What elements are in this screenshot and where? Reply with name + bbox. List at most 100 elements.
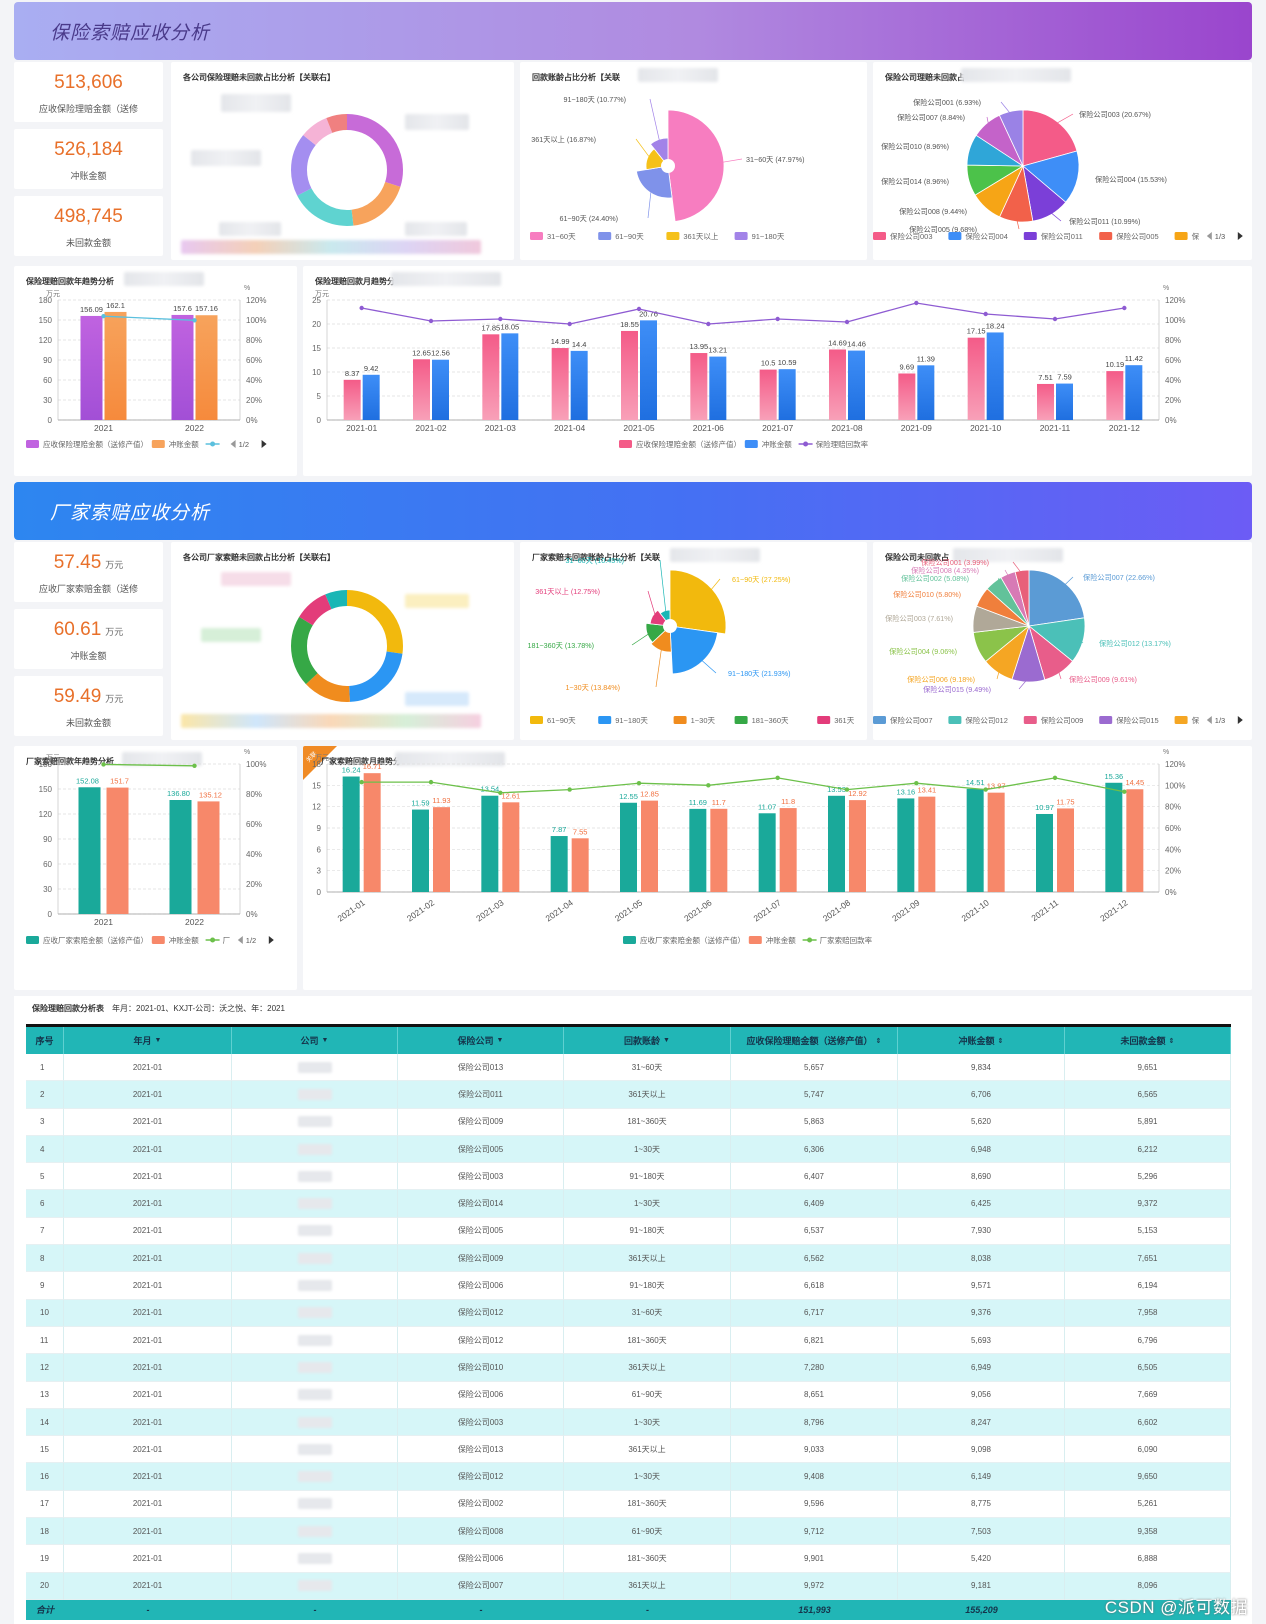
legend-item[interactable]: 31~60天 bbox=[547, 232, 576, 241]
legend-item[interactable]: 保 bbox=[1192, 716, 1200, 725]
bar[interactable] bbox=[342, 776, 360, 892]
legend-item[interactable]: 保险公司003 bbox=[890, 231, 933, 241]
donut-chart[interactable] bbox=[291, 114, 403, 226]
legend-next-icon[interactable] bbox=[1237, 232, 1243, 240]
rate-point[interactable] bbox=[1122, 789, 1127, 794]
bar[interactable] bbox=[1105, 782, 1123, 892]
legend-prev-icon[interactable] bbox=[230, 440, 236, 448]
bar[interactable] bbox=[848, 350, 865, 420]
bar[interactable] bbox=[413, 359, 430, 420]
table-row[interactable]: 7 2021-01 保险公司005 91~180天 6,537 7,930 5,153 bbox=[26, 1217, 1231, 1246]
column-header[interactable]: 冲账金额 ⇕ bbox=[898, 1027, 1065, 1054]
rate-point[interactable] bbox=[567, 787, 572, 792]
bar[interactable] bbox=[778, 369, 796, 420]
column-header[interactable]: 公司 ▼ bbox=[232, 1027, 398, 1054]
legend-item[interactable]: 冲账金额 bbox=[169, 935, 199, 945]
pie-slice[interactable] bbox=[650, 625, 672, 653]
legend-item[interactable]: 冲账金额 bbox=[169, 439, 199, 449]
year-trend-chart[interactable]: 万元% 0 30 60 90 120 150 180 0% 20% 40% 60% 80% 100% 120… bbox=[14, 266, 297, 476]
bar[interactable] bbox=[897, 798, 915, 892]
rate-point[interactable] bbox=[706, 783, 711, 788]
legend-next-icon[interactable] bbox=[261, 440, 267, 448]
pie-slice[interactable] bbox=[649, 137, 669, 168]
bar[interactable] bbox=[709, 356, 727, 420]
column-header[interactable]: 序号 bbox=[26, 1027, 64, 1054]
pie-slice[interactable] bbox=[669, 569, 727, 635]
pie-slice[interactable] bbox=[1028, 569, 1085, 627]
legend-item[interactable]: 保险公司004 bbox=[965, 231, 1008, 241]
legend-item[interactable]: 61~90天 bbox=[615, 232, 644, 241]
rate-line[interactable] bbox=[361, 777, 1125, 794]
bar[interactable] bbox=[640, 320, 657, 420]
bar[interactable] bbox=[967, 337, 985, 420]
table-row[interactable]: 6 2021-01 保险公司014 1~30天 6,409 6,425 9,372 bbox=[26, 1190, 1231, 1218]
legend-next-icon[interactable] bbox=[268, 936, 274, 944]
table-row[interactable]: 18 2021-01 保险公司008 61~90天 9,712 7,503 9,358 bbox=[26, 1518, 1231, 1546]
table-row[interactable]: 2 2021-01 保险公司011 361天以上 5,747 6,706 6,565 bbox=[26, 1081, 1231, 1109]
filter-icon[interactable]: ▼ bbox=[663, 1037, 670, 1044]
pie-slice[interactable] bbox=[1022, 109, 1078, 167]
legend-item[interactable]: 91~180天 bbox=[615, 716, 648, 725]
legend-item[interactable]: 61~90天 bbox=[547, 716, 576, 725]
legend-item[interactable]: 应收厂家索赔金额（送修产值） bbox=[640, 935, 745, 945]
bar[interactable] bbox=[482, 334, 500, 420]
bar[interactable] bbox=[966, 788, 984, 892]
table-row[interactable]: 3 2021-01 保险公司009 181~360天 5,863 5,620 5,891 bbox=[26, 1108, 1231, 1136]
bar[interactable] bbox=[433, 807, 450, 892]
table-row[interactable]: 13 2021-01 保险公司006 61~90天 8,651 9,056 7,669 bbox=[26, 1381, 1231, 1409]
bar[interactable] bbox=[171, 314, 194, 420]
bar[interactable] bbox=[779, 808, 797, 892]
legend-item[interactable]: 保险公司005 bbox=[1116, 231, 1159, 241]
bar[interactable] bbox=[1106, 371, 1124, 420]
legend-item[interactable]: 厂 bbox=[223, 936, 231, 945]
bar[interactable] bbox=[986, 332, 1004, 420]
month-trend-chart[interactable]: 万元% 0 5 10 15 20 25 0% 20% 40% 60% 80% 100% 120% 8.37 9… bbox=[303, 266, 1252, 476]
year-trend-chart[interactable]: 万元% 0 30 60 90 120 150 180 0% 20% 40% 60% 80% 100% 152… bbox=[14, 746, 297, 990]
table-row[interactable]: 16 2021-01 保险公司012 1~30天 9,408 6,149 9,650 bbox=[26, 1463, 1231, 1491]
bar[interactable] bbox=[828, 795, 845, 892]
table-row[interactable]: 15 2021-01 保险公司013 361天以上 9,033 9,098 6,090 bbox=[26, 1436, 1231, 1464]
legend-item[interactable]: 冲账金额 bbox=[766, 935, 796, 945]
bar[interactable] bbox=[551, 348, 569, 420]
insurer-pie-chart[interactable]: 保险公司003 (20.67%) 保险公司004 (15.53%) 保险公司011 … bbox=[873, 62, 1252, 260]
bar[interactable] bbox=[1125, 365, 1143, 420]
bar[interactable] bbox=[80, 315, 103, 420]
aging-rose-chart[interactable]: 31~60天 (47.97%) 61~90天 (24.40%) 361天以上 (16… bbox=[520, 62, 867, 260]
kpi-card-unpaid[interactable]: 59.49 万元 未回款金额 bbox=[14, 676, 163, 736]
legend-item[interactable]: 保险公司011 bbox=[1041, 231, 1083, 241]
rate-line[interactable] bbox=[361, 302, 1125, 325]
bar[interactable] bbox=[104, 311, 127, 420]
rate-point[interactable] bbox=[498, 316, 503, 322]
bar[interactable] bbox=[689, 808, 707, 892]
rate-point[interactable] bbox=[101, 314, 106, 319]
month-trend-chart[interactable]: 万元% 0 3 6 9 12 15 18 0% 20% 40% 60% 80% 100% 120% 16.24… bbox=[303, 746, 1252, 990]
rate-point[interactable] bbox=[636, 781, 642, 786]
column-header[interactable]: 年月 ▼ bbox=[64, 1027, 232, 1054]
pie-slice[interactable] bbox=[667, 109, 725, 222]
bar[interactable] bbox=[169, 800, 192, 914]
table-row[interactable]: 5 2021-01 保险公司003 91~180天 6,407 8,690 5,296 bbox=[26, 1163, 1231, 1191]
pie-slice[interactable] bbox=[1022, 150, 1080, 203]
legend-item[interactable]: 181~360天 bbox=[752, 716, 789, 725]
rate-point[interactable] bbox=[192, 318, 197, 323]
bar[interactable] bbox=[412, 809, 429, 892]
legend-next-icon[interactable] bbox=[1237, 716, 1243, 724]
pie-slice[interactable] bbox=[669, 625, 718, 675]
legend-item[interactable]: 1~30天 bbox=[691, 716, 716, 725]
legend-item[interactable]: 361天 bbox=[834, 716, 855, 725]
kpi-card-offset[interactable]: 60.61 万元 冲账金额 bbox=[14, 609, 163, 669]
rate-point[interactable] bbox=[1122, 305, 1127, 311]
sort-icon[interactable]: ⇕ bbox=[997, 1037, 1004, 1045]
bar[interactable] bbox=[710, 808, 728, 892]
bar[interactable] bbox=[987, 792, 1005, 892]
bar[interactable] bbox=[1056, 383, 1073, 420]
rate-point[interactable] bbox=[567, 321, 572, 327]
rate-point[interactable] bbox=[101, 762, 106, 767]
bar[interactable] bbox=[195, 315, 218, 420]
legend-item[interactable]: 保 bbox=[1192, 232, 1200, 241]
table-row[interactable]: 11 2021-01 保险公司012 181~360天 6,821 5,693 6,796 bbox=[26, 1326, 1231, 1355]
rate-line[interactable] bbox=[103, 315, 195, 321]
rate-point[interactable] bbox=[983, 787, 988, 792]
legend-item[interactable]: 应收厂家索赔金额（送修产值） bbox=[43, 935, 148, 945]
kpi-card-receivable[interactable]: 513,606 应收保险理赔金额（送修 bbox=[14, 62, 163, 122]
